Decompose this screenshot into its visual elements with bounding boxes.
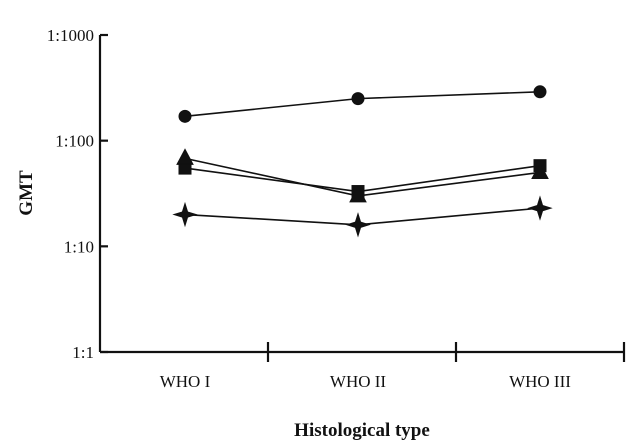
data-point-triangle <box>531 162 549 179</box>
y-tick-label: 1:10 <box>64 237 94 256</box>
y-axis-ticks: 1:1 1:10 1:100 1:1000 <box>47 26 108 362</box>
x-axis-ticks: WHO I WHO II WHO III <box>160 342 626 391</box>
y-axis-title: GMT <box>16 170 37 216</box>
data-point-triangle <box>349 185 367 203</box>
data-point-triangle <box>176 148 194 165</box>
data-point-star <box>527 195 553 221</box>
y-tick-label: 1:1 <box>72 343 94 362</box>
y-tick-label: 1:1000 <box>47 26 94 45</box>
axes <box>98 35 624 354</box>
data-point-circle <box>533 85 547 99</box>
data-point-star <box>345 212 371 238</box>
series-layer <box>172 85 553 238</box>
x-tick-label: WHO I <box>160 372 211 391</box>
x-tick-label: WHO II <box>330 372 387 391</box>
series-star <box>172 195 553 238</box>
data-point-circle <box>178 109 192 123</box>
x-axis-title: Histological type <box>294 420 430 441</box>
series-triangle <box>176 148 549 203</box>
y-tick-label: 1:100 <box>55 132 94 151</box>
series-circle <box>178 85 547 123</box>
data-point-star <box>172 201 198 228</box>
x-tick-label: WHO III <box>509 372 571 391</box>
data-point-circle <box>351 92 365 106</box>
